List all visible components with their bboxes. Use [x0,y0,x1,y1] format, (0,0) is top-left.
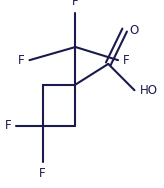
Text: HO: HO [139,84,157,97]
Text: F: F [72,0,79,8]
Text: F: F [5,119,11,133]
Text: F: F [18,54,25,67]
Text: F: F [39,167,46,180]
Text: O: O [130,24,139,37]
Text: F: F [123,54,130,67]
